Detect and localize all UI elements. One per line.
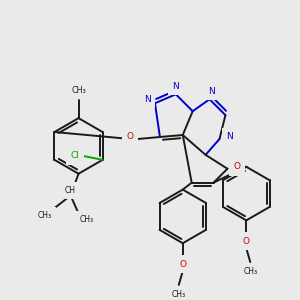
Text: O: O <box>179 260 186 268</box>
Text: CH₃: CH₃ <box>71 86 86 95</box>
Text: CH₃: CH₃ <box>80 215 94 224</box>
Text: N: N <box>172 82 179 91</box>
Text: CH: CH <box>65 186 76 195</box>
Text: O: O <box>234 162 241 171</box>
Text: CH₃: CH₃ <box>172 290 186 299</box>
Text: N: N <box>208 87 215 96</box>
Text: N: N <box>144 95 150 104</box>
Text: Cl: Cl <box>70 152 79 160</box>
Text: CH₃: CH₃ <box>243 268 257 277</box>
Text: N: N <box>226 133 233 142</box>
Text: CH₃: CH₃ <box>38 211 52 220</box>
Text: O: O <box>243 237 250 246</box>
Text: O: O <box>127 133 134 142</box>
